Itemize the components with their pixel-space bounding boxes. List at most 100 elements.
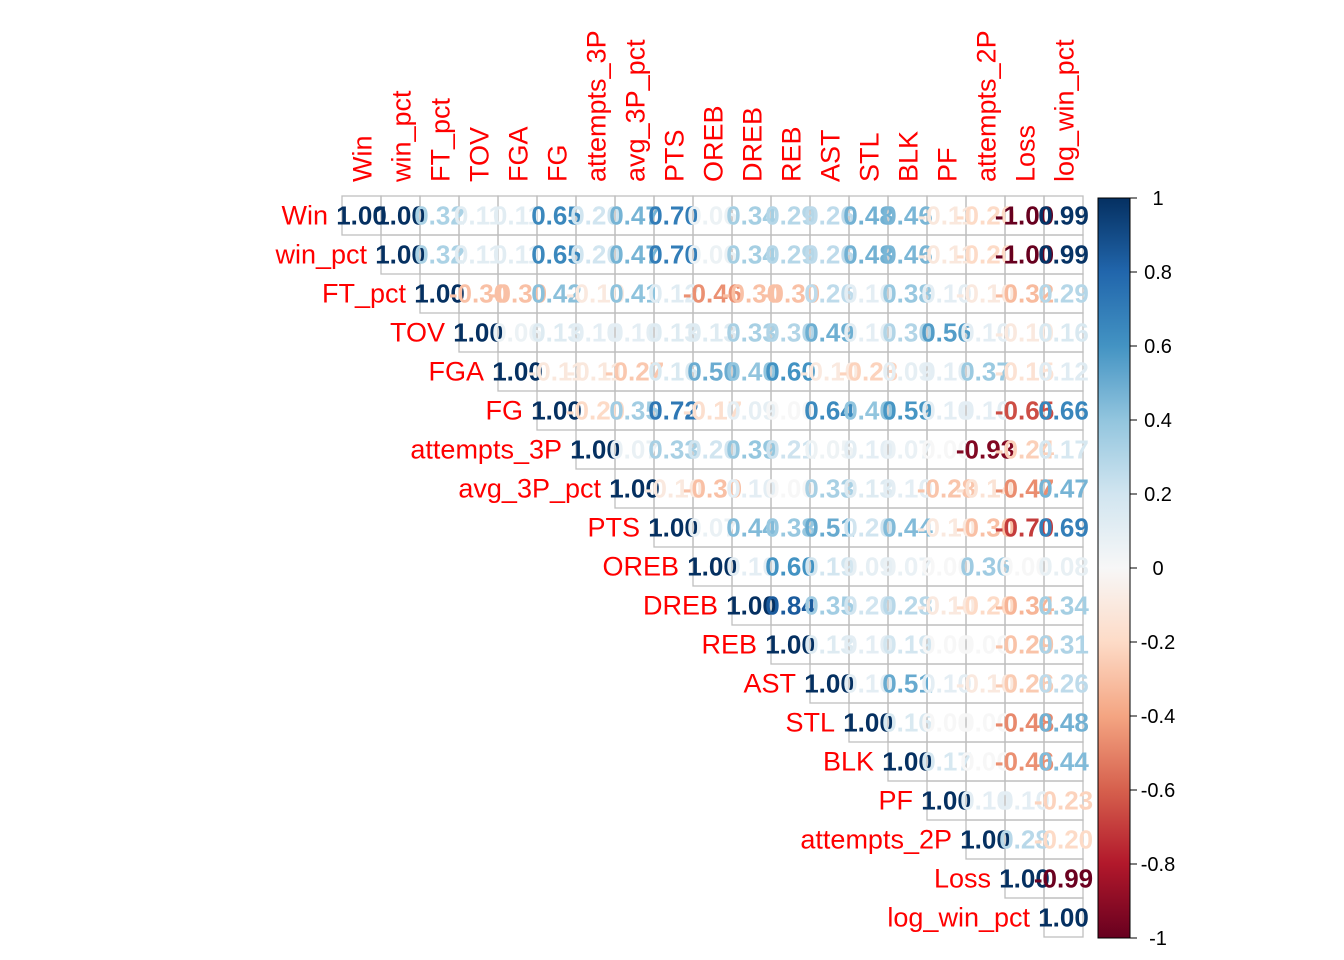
coef-REB-Loss: -0.29	[995, 630, 1054, 660]
coef-attempts_2P-log_win_pct: -0.20	[1034, 825, 1093, 855]
coef-FG-avg_3P_pct: 0.35	[609, 396, 660, 426]
cell-log_win_pct-log_win_pct	[1043, 897, 1084, 938]
coef-win_pct-avg_3P_pct: 0.47	[609, 240, 660, 270]
coef-Win-REB: 0.29	[765, 201, 816, 231]
coef-REB-attempts_2P: 0.00	[960, 630, 1011, 660]
coef-win_pct-FT_pct: 0.32	[414, 240, 465, 270]
coef-avg_3P_pct-PTS: -0.10	[644, 474, 703, 504]
coef-FG-BLK: 0.59	[882, 396, 933, 426]
coef-win_pct-AST: 0.26	[804, 240, 855, 270]
coef-TOV-BLK: 0.30	[882, 318, 933, 348]
coef-TOV-STL: 0.10	[843, 318, 894, 348]
coef-win_pct-TOV: 0.11	[454, 240, 503, 270]
coef-OREB-attempts_2P: 0.36	[960, 552, 1011, 582]
coef-Win-OREB: 0.06	[687, 201, 738, 231]
coef-FT_pct-PF: 0.10	[921, 279, 972, 309]
coef-Win-FT_pct: 0.32	[414, 201, 465, 231]
col-label-STL: STL	[855, 132, 885, 182]
coef-PF-PF: 1.00	[921, 786, 972, 816]
coef-FG-PF: 0.10	[921, 396, 972, 426]
coef-FG-OREB: -0.17	[683, 396, 742, 426]
col-label-Loss: Loss	[1011, 125, 1041, 182]
coef-STL-BLK: 0.16	[882, 708, 933, 738]
coef-PTS-BLK: 0.44	[882, 513, 933, 543]
coef-PTS-OREB: 0.07	[687, 513, 738, 543]
colorbar-tick-label: 0.8	[1144, 262, 1172, 284]
coef-attempts_2P-Loss: 0.28	[999, 825, 1050, 855]
col-label-FG: FG	[543, 145, 573, 183]
coef-avg_3P_pct-avg_3P_pct: 1.00	[609, 474, 660, 504]
cell-grid	[341, 195, 1084, 938]
coef-PTS-PF: -0.10	[917, 513, 976, 543]
coef-PTS-attempts_2P: -0.30	[956, 513, 1015, 543]
row-label-Loss: Loss	[934, 864, 991, 894]
coef-DREB-log_win_pct: 0.34	[1038, 591, 1089, 621]
row-label-FGA: FGA	[428, 357, 484, 387]
coef-OREB-log_win_pct: 0.08	[1038, 552, 1089, 582]
coef-TOV-attempts_3P: 0.10	[570, 318, 621, 348]
coef-FGA-avg_3P_pct: -0.27	[605, 357, 664, 387]
coef-FT_pct-avg_3P_pct: 0.41	[609, 279, 660, 309]
coef-REB-log_win_pct: 0.31	[1038, 630, 1089, 660]
coef-DREB-STL: 0.20	[843, 591, 894, 621]
colorbar-tick-label: -0.6	[1141, 780, 1175, 802]
col-label-REB: REB	[777, 126, 807, 182]
coef-Loss-log_win_pct: -0.99	[1034, 864, 1093, 894]
coef-attempts_3P-avg_3P_pct: 0.07	[609, 435, 660, 465]
coef-attempts_3P-AST: 0.05	[804, 435, 855, 465]
col-label-PF: PF	[933, 147, 963, 182]
coef-FG-PTS: 0.72	[648, 396, 699, 426]
coef-win_pct-OREB: 0.06	[687, 240, 738, 270]
colorbar-tick-label: 1	[1152, 188, 1163, 210]
coef-avg_3P_pct-STL: 0.13	[843, 474, 894, 504]
coef-FT_pct-TOV: -0.30	[449, 279, 508, 309]
coef-FGA-BLK: 0.09	[882, 357, 933, 387]
coef-REB-STL: 0.10	[843, 630, 894, 660]
colorbar-tick-label: -0.8	[1141, 854, 1175, 876]
coef-avg_3P_pct-log_win_pct: 0.47	[1038, 474, 1089, 504]
coef-AST-STL: 0.10	[843, 669, 894, 699]
coef-DREB-BLK: 0.28	[882, 591, 933, 621]
coef-AST-Loss: -0.26	[995, 669, 1054, 699]
coef-PTS-PTS: 1.00	[648, 513, 699, 543]
coef-TOV-log_win_pct: 0.16	[1038, 318, 1089, 348]
coef-FT_pct-PTS: 0.12	[648, 279, 699, 309]
coef-BLK-log_win_pct: 0.44	[1038, 747, 1089, 777]
coef-OREB-Loss: 0.00	[999, 552, 1050, 582]
coef-AST-BLK: 0.51	[882, 669, 933, 699]
coef-FT_pct-STL: 0.10	[843, 279, 894, 309]
coef-avg_3P_pct-DREB: 0.10	[726, 474, 777, 504]
colorbar-tick-label: -0.4	[1141, 706, 1175, 728]
coef-Win-PTS: 0.70	[648, 201, 699, 231]
coef-TOV-TOV: 1.00	[453, 318, 504, 348]
colorbar-tick-label: 0	[1152, 558, 1163, 580]
color-legend-bar	[1097, 197, 1131, 939]
coef-FT_pct-REB: -0.30	[761, 279, 820, 309]
coef-attempts_3P-BLK: 0.07	[882, 435, 933, 465]
col-label-OREB: OREB	[699, 105, 729, 182]
coef-win_pct-FG: 0.65	[531, 240, 582, 270]
coef-Win-BLK: 0.46	[882, 201, 933, 231]
row-label-log_win_pct: log_win_pct	[887, 903, 1030, 933]
coef-TOV-OREB: 0.13	[687, 318, 738, 348]
row-label-FG: FG	[486, 396, 524, 426]
coef-REB-PF: 0.00	[921, 630, 972, 660]
coef-Win-PF: -0.11	[918, 201, 976, 231]
coef-attempts_3P-REB: 0.21	[765, 435, 816, 465]
col-label-win_pct: win_pct	[387, 90, 417, 183]
coef-avg_3P_pct-attempts_2P: -0.14	[956, 474, 1016, 504]
coef-Win-attempts_2P: -0.20	[956, 201, 1015, 231]
coef-FT_pct-FG: 0.42	[531, 279, 582, 309]
coef-attempts_2P-attempts_2P: 1.00	[960, 825, 1011, 855]
col-label-Win: Win	[348, 136, 378, 183]
coef-FG-attempts_2P: 0.10	[960, 396, 1011, 426]
coef-PTS-REB: 0.38	[765, 513, 816, 543]
coef-win_pct-win_pct: 1.00	[375, 240, 426, 270]
coef-avg_3P_pct-REB: 0.00	[765, 474, 816, 504]
coef-FT_pct-attempts_3P: -0.10	[566, 279, 625, 309]
coef-FG-Loss: -0.65	[995, 396, 1054, 426]
coefficient-labels: 1.001.000.320.110.110.650.200.470.700.06…	[336, 201, 1093, 933]
coef-FG-attempts_3P: -0.20	[566, 396, 625, 426]
coef-TOV-FGA: 0.06	[492, 318, 543, 348]
